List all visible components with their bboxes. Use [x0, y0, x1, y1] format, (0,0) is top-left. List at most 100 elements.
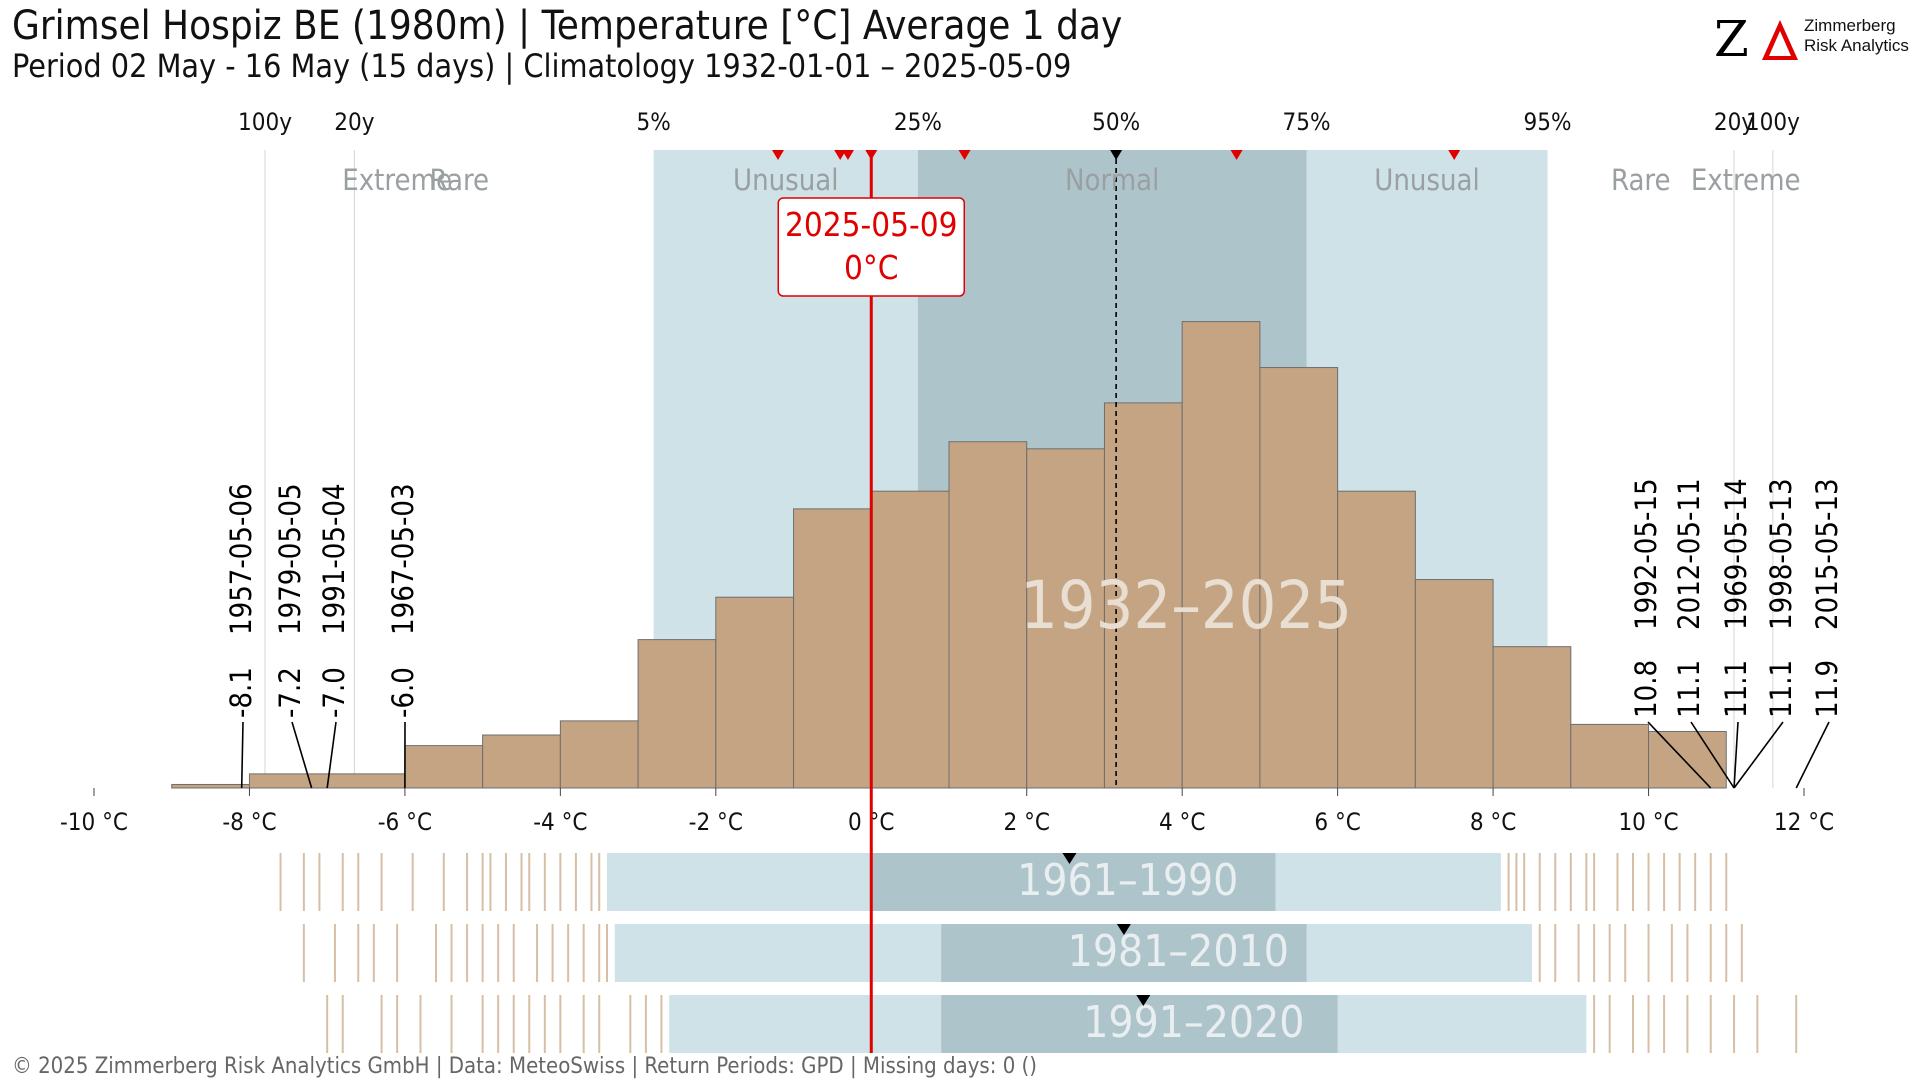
- histogram-bar: [637, 639, 717, 789]
- median-marker: [1110, 150, 1123, 160]
- extreme-date-label: 1991-05-04: [317, 483, 351, 635]
- return-period-label: 20y: [334, 108, 374, 136]
- footer-credits: © 2025 Zimmerberg Risk Analytics GmbH | …: [12, 1054, 1038, 1079]
- histogram-bar: [1570, 723, 1650, 789]
- percentile-label: 50%: [1092, 108, 1140, 136]
- extreme-date-label: 1998-05-13: [1764, 478, 1798, 630]
- histogram-bar: [559, 720, 639, 789]
- recent-marker: [834, 150, 847, 160]
- histogram-bar: [793, 508, 872, 789]
- histogram-bar: [1414, 579, 1494, 789]
- recent-marker: [841, 150, 854, 160]
- x-tick-label: 10 °C: [1618, 808, 1678, 836]
- extreme-date-label: 1957-05-06: [224, 483, 258, 635]
- normal-period-strips: 1961–1990 1981–2010 1991–2020: [279, 853, 1798, 1053]
- category-label: Unusual: [733, 163, 839, 197]
- extreme-value-label: -6.0: [386, 667, 420, 718]
- recent-marker: [958, 150, 971, 160]
- x-tick-label: -6 °C: [378, 808, 432, 836]
- extreme-date-label: 2012-05-11: [1672, 478, 1706, 630]
- extreme-date-label: 2015-05-13: [1810, 478, 1844, 630]
- extreme-leader-line: [1733, 721, 1739, 789]
- extreme-leader-line: [1690, 721, 1735, 789]
- normal-period-label: 1991–2020: [1083, 997, 1304, 1048]
- chart-subtitle: Period 02 May - 16 May (15 days) | Clima…: [12, 47, 1072, 85]
- normal-band-normal: [941, 995, 1338, 1053]
- extreme-leader-line: [1795, 721, 1830, 789]
- extreme-value-label: -7.0: [317, 667, 351, 718]
- current-date-label: 2025-05-09: [785, 205, 958, 244]
- current-value-box: [777, 197, 966, 297]
- x-tick-label: -4 °C: [533, 808, 587, 836]
- histogram-bar: [1181, 321, 1261, 789]
- recent-markers: [772, 150, 1461, 160]
- extreme-annotations: 1957-05-06 -8.1 1979-05-05 -7.2 1991-05-04 -7…: [224, 478, 1844, 789]
- histogram-bar: [482, 734, 561, 789]
- extreme-leader-line: [291, 721, 313, 789]
- x-axis: -10 °C -8 °C -6 °C -4 °C -2 °C 0 °C 2 °C 4 °C 6 …: [60, 788, 1834, 836]
- normal-strip: 1991–2020: [326, 995, 1798, 1053]
- extreme-date-label: 1979-05-05: [273, 483, 307, 635]
- logo-subtitle: Risk Analytics: [1804, 36, 1909, 55]
- extreme-value-label: -7.2: [273, 667, 307, 718]
- period-label: 1932–2025: [1020, 567, 1352, 644]
- normal-period-label: 1981–2010: [1068, 926, 1289, 977]
- return-period-label: 100y: [1746, 108, 1800, 136]
- normal-period-label: 1961–1990: [1017, 855, 1238, 906]
- x-tick-label: 12 °C: [1774, 808, 1834, 836]
- histogram-bar: [715, 596, 795, 789]
- chart-title: Grimsel Hospiz BE (1980m) | Temperature …: [12, 3, 1123, 49]
- x-tick-label: -10 °C: [60, 808, 128, 836]
- return-period-lines: [264, 150, 1774, 788]
- category-label: Rare: [1611, 163, 1671, 197]
- logo-name: Zimmerberg: [1804, 16, 1896, 35]
- extreme-value-label: 11.9: [1810, 660, 1844, 718]
- normal-median-marker: [1136, 995, 1151, 1006]
- extreme-value-label: -8.1: [224, 667, 258, 718]
- histogram-bar: [1648, 730, 1727, 789]
- percentile-label: 75%: [1283, 108, 1331, 136]
- extreme-date-label: 1969-05-14: [1719, 478, 1753, 630]
- extreme-date-label: 1967-05-03: [386, 483, 420, 635]
- percentile-label: 25%: [894, 108, 942, 136]
- extreme-leader-line: [326, 721, 337, 789]
- return-period-label: 20y: [1714, 108, 1754, 136]
- extreme-leader-line: [240, 721, 244, 789]
- x-tick-label: 4 °C: [1159, 808, 1205, 836]
- normal-strip: 1961–1990: [279, 853, 1728, 911]
- category-label: Extreme: [342, 163, 452, 197]
- histogram-bars: [171, 150, 1727, 789]
- histogram-bar: [1103, 402, 1183, 789]
- extreme-value-label: 10.8: [1629, 660, 1663, 718]
- recent-marker: [1230, 150, 1243, 160]
- percentile-label: 95%: [1524, 108, 1572, 136]
- extreme-value-label: 11.1: [1764, 660, 1798, 718]
- x-tick-label: -8 °C: [222, 808, 276, 836]
- current-value-overlay: 2025-05-09 0°C: [777, 150, 966, 1053]
- extreme-leader-line: [1733, 721, 1784, 789]
- histogram-bar: [948, 441, 1028, 789]
- normal-strip: 1981–2010: [302, 924, 1743, 982]
- extreme-date-label: 1992-05-15: [1629, 478, 1663, 630]
- histogram-bar: [171, 783, 250, 789]
- category-label: Rare: [430, 163, 490, 197]
- histogram-bar: [1492, 646, 1572, 789]
- company-logo: Z Zimmerberg Risk Analytics: [1714, 14, 1914, 64]
- histogram-bar: [404, 745, 484, 789]
- x-tick-label: 8 °C: [1470, 808, 1516, 836]
- x-tick-label: 2 °C: [1003, 808, 1049, 836]
- normal-median-marker: [1116, 924, 1131, 935]
- extreme-value-label: 11.1: [1719, 660, 1753, 718]
- logo-z-glyph: Z: [1714, 10, 1749, 68]
- extreme-leader-line: [1647, 721, 1712, 789]
- category-label: Extreme: [1691, 163, 1801, 197]
- normal-band-normal: [871, 853, 1276, 911]
- recent-marker: [1448, 150, 1461, 160]
- histogram-bar: [1026, 448, 1105, 789]
- histogram-bar: [1337, 490, 1416, 789]
- percentile-label: 5%: [637, 108, 671, 136]
- category-label: Normal: [1065, 163, 1159, 197]
